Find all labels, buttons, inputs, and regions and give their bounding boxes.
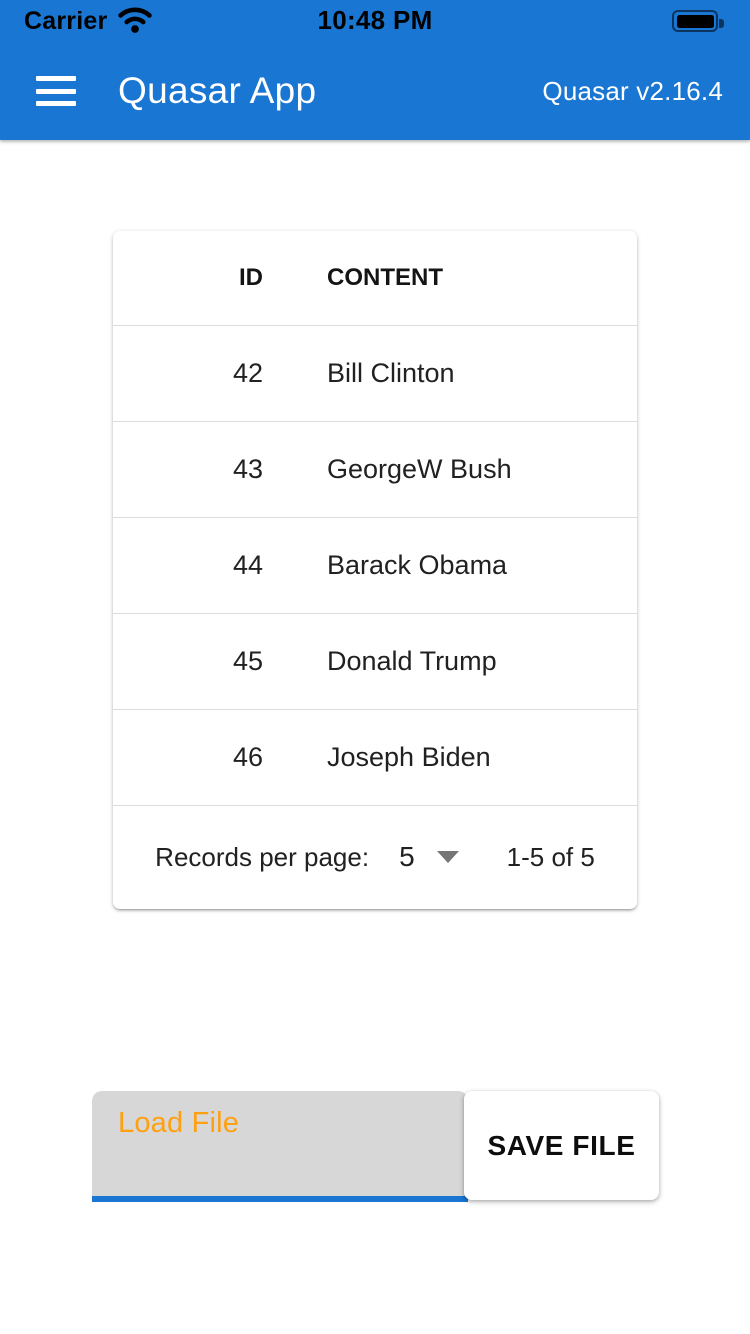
battery-fill	[676, 14, 714, 28]
table-row: 45 Donald Trump	[113, 612, 637, 709]
status-bar: Carrier 10:48 PM	[0, 0, 750, 42]
load-file-underline	[92, 1196, 468, 1202]
caret-down-icon	[436, 851, 459, 863]
records-per-page-value: 5	[399, 841, 415, 872]
presidents-table: ID CONTENT 42 Bill Clinton 43 GeorgeW Bu…	[113, 231, 637, 805]
cell-id: 46	[113, 708, 263, 805]
battery-nub	[719, 18, 724, 28]
wifi-icon	[117, 6, 153, 39]
cell-id: 42	[113, 324, 263, 421]
page-title: Quasar App	[118, 70, 317, 111]
toolbar: Quasar App Quasar v2.16.4	[0, 42, 750, 140]
records-per-page-label: Records per page:	[155, 841, 370, 872]
cell-content: Donald Trump	[263, 612, 637, 709]
table-row: 46 Joseph Biden	[113, 708, 637, 805]
save-file-label: SAVE FILE	[487, 1129, 636, 1161]
menu-icon[interactable]	[36, 76, 76, 106]
table-row: 43 GeorgeW Bush	[113, 420, 637, 517]
cell-content: Barack Obama	[263, 516, 637, 613]
presidents-table-card: ID CONTENT 42 Bill Clinton 43 GeorgeW Bu…	[113, 231, 637, 909]
table-header-row: ID CONTENT	[113, 231, 637, 325]
column-header-content: CONTENT	[327, 263, 443, 291]
app-header: Carrier 10:48 PM Quasar App Quasar v2.16…	[0, 0, 750, 140]
version-label: Quasar v2.16.4	[542, 75, 723, 106]
save-file-button[interactable]: SAVE FILE	[464, 1091, 659, 1200]
cell-content: Bill Clinton	[263, 324, 637, 421]
column-header-id: ID	[239, 263, 263, 291]
battery-icon	[672, 10, 724, 32]
cell-content: Joseph Biden	[263, 708, 637, 805]
cell-id: 45	[113, 612, 263, 709]
pagination-range-label: 1-5 of 5	[506, 841, 595, 872]
load-file-label: Load File	[118, 1107, 240, 1139]
table-row: 44 Barack Obama	[113, 516, 637, 613]
carrier-label: Carrier	[24, 6, 108, 35]
table-pagination: Records per page: 5 1-5 of 5	[113, 805, 637, 908]
load-file-input[interactable]: Load File	[92, 1091, 468, 1202]
cell-content: GeorgeW Bush	[263, 420, 637, 517]
status-time: 10:48 PM	[317, 5, 433, 35]
cell-id: 44	[113, 516, 263, 613]
table-row: 42 Bill Clinton	[113, 324, 637, 421]
records-per-page-select[interactable]: 5	[399, 841, 459, 873]
cell-id: 43	[113, 420, 263, 517]
